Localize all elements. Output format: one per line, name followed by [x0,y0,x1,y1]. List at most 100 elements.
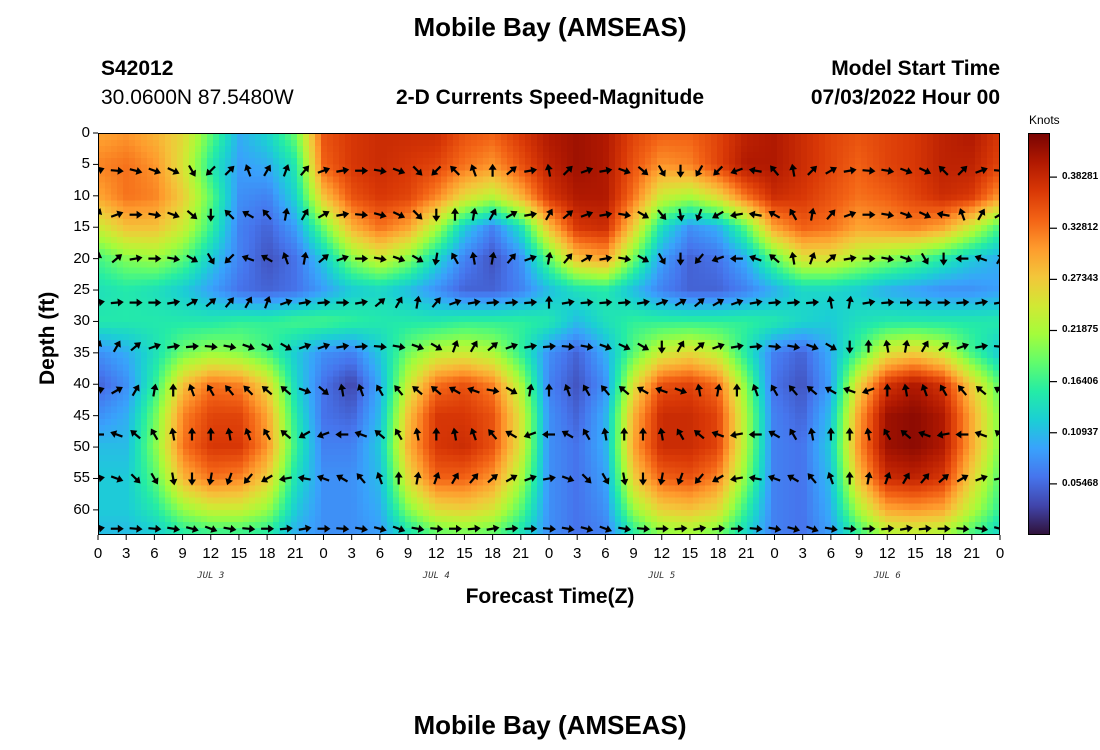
colorbar-tick-label: 0.32812 [1062,222,1099,234]
current-vector-arrow [317,342,331,351]
current-vector-arrow [243,385,254,396]
current-vector-arrow [411,254,424,263]
current-vector-arrow [657,252,666,265]
current-vector-arrow [317,298,331,307]
current-vector-arrow [413,295,422,309]
current-vector-arrow [241,254,255,263]
x-axis-label: Forecast Time(Z) [465,585,635,608]
current-vector-arrow [355,166,369,175]
current-vector-arrow [657,164,666,177]
current-vector-arrow [373,166,387,175]
current-vector-arrow [431,297,441,308]
current-vector-arrow [204,342,218,351]
current-vector-arrow [599,343,612,351]
current-vector-arrow [693,430,705,440]
current-vector-arrow [939,384,948,397]
current-vector-arrow [506,166,517,176]
current-vector-arrow [148,167,161,175]
current-vector-arrow [467,386,480,394]
current-vector-arrow [487,342,498,352]
colorbar-tick-label: 0.21875 [1062,324,1099,336]
current-vector-arrow [768,298,782,307]
current-vector-arrow [110,475,124,483]
current-vector-arrow [881,166,895,175]
chart-title: Mobile Bay (AMSEAS) [413,12,687,42]
x-tick-label: 21 [512,545,530,562]
current-vector-arrow [167,342,181,351]
current-vector-arrow [356,383,365,397]
current-vector-arrow [618,386,630,396]
current-vector-arrow [336,342,350,351]
current-vector-arrow [430,342,443,351]
current-vector-arrow [148,254,162,263]
current-vector-arrow [843,210,857,219]
current-vector-arrow [129,210,143,219]
current-vector-arrow [770,165,780,177]
current-vector-arrow [996,252,1000,265]
current-vector-arrow [938,342,949,352]
current-vector-arrow [374,298,386,308]
current-vector-arrow [98,251,103,265]
current-vector-arrow [825,342,837,351]
current-vector-arrow [206,208,215,222]
current-vector-arrow [789,163,798,177]
current-vector-arrow [657,472,666,486]
current-vector-arrow [150,383,159,397]
current-vector-arrow [487,474,498,484]
current-vector-arrow [936,430,950,439]
current-vector-arrow [957,165,968,176]
current-vector-arrow [845,340,854,354]
current-vector-arrow [561,524,575,533]
current-vector-arrow [975,166,988,175]
current-vector-arrow [881,524,895,533]
current-vector-arrow [806,343,819,351]
current-vector-arrow [280,342,292,351]
current-vector-arrow [524,210,538,219]
current-vector-arrow [993,476,1000,481]
current-vector-arrow [394,428,403,441]
current-vector-arrow [993,169,1000,173]
day-label: JUL 4 [422,571,450,581]
current-vector-arrow [975,474,988,482]
y-tick-label: 10 [73,186,90,204]
x-tick-label: 0 [544,545,554,562]
current-vector-arrow [373,211,387,219]
current-vector-arrow [545,383,553,397]
current-vector-arrow [599,210,613,219]
current-vector-arrow [883,339,892,353]
current-vectors [98,163,1000,533]
current-vector-arrow [676,472,684,486]
current-vector-arrow [394,296,403,309]
current-vector-arrow [98,166,105,175]
current-vector-arrow [881,298,895,307]
current-vector-arrow [655,524,669,533]
current-vector-arrow [206,384,215,397]
current-vector-arrow [601,427,610,441]
current-vector-arrow [524,298,538,307]
current-vector-arrow [317,524,331,533]
current-vector-arrow [618,254,632,263]
current-vector-arrow [411,524,425,533]
current-vector-arrow [788,385,798,396]
current-vector-arrow [674,298,687,307]
current-vector-arrow [355,342,369,351]
current-vector-arrow [807,473,817,484]
current-vector-arrow [224,297,234,308]
current-vector-arrow [787,474,800,483]
current-vector-arrow [618,167,631,175]
current-vector-arrow [806,298,820,307]
current-vector-arrow [918,167,932,175]
y-tick-label: 40 [73,375,90,393]
x-tick-label: 18 [484,545,501,562]
current-vector-arrow [336,166,350,175]
current-vector-arrow [937,298,951,307]
current-vector-arrow [488,208,497,221]
current-vector-arrow [148,210,162,219]
current-vector-arrow [749,298,763,307]
y-tick-label: 15 [73,218,90,236]
current-vector-arrow [808,207,817,221]
current-vector-arrow [730,298,744,307]
current-vector-arrow [373,342,387,351]
current-vector-arrow [130,430,141,440]
x-tick-label: 0 [995,545,1005,562]
